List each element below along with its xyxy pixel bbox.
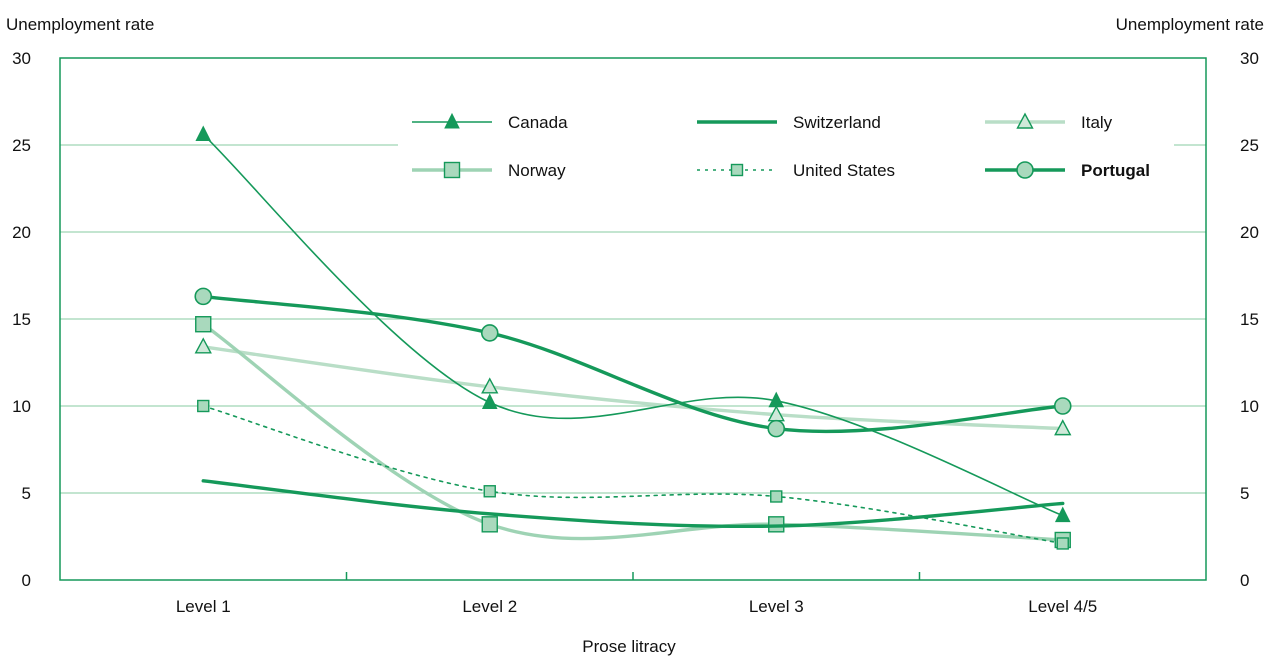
data-point xyxy=(1054,506,1071,523)
series-switzerland xyxy=(201,479,1065,529)
legend-label: Switzerland xyxy=(793,113,881,132)
legend-box xyxy=(398,95,1174,195)
legend-label: Italy xyxy=(1081,113,1113,132)
series-lines xyxy=(194,125,1072,550)
series-line xyxy=(201,322,1065,542)
legend-marker xyxy=(1016,161,1034,179)
legend-marker xyxy=(443,161,461,179)
y-tick-label-right: 20 xyxy=(1240,223,1259,242)
legend-item: United States xyxy=(697,161,895,180)
series-line xyxy=(201,479,1065,529)
series-united-states xyxy=(197,399,1069,550)
y-tick-label-left: 5 xyxy=(22,484,31,503)
data-point xyxy=(197,399,210,413)
y-tick-label-left: 25 xyxy=(12,136,31,155)
series-canada xyxy=(195,125,1071,523)
x-tick-label: Level 4/5 xyxy=(1028,597,1097,616)
legend-item: Portugal xyxy=(985,161,1150,180)
gridlines xyxy=(60,144,1206,494)
data-point xyxy=(481,393,498,410)
x-tick-label: Level 2 xyxy=(462,597,517,616)
data-point xyxy=(770,490,783,503)
legend: Canada Switzerland Italy Norway United State… xyxy=(398,95,1174,195)
series-line xyxy=(201,345,1065,431)
data-point xyxy=(195,125,212,142)
data-point xyxy=(483,485,496,498)
legend-marker xyxy=(444,112,460,129)
y-axis-label-left: Unemployment rate xyxy=(6,15,154,34)
data-point xyxy=(1056,537,1069,550)
series-line xyxy=(202,405,1064,545)
data-point xyxy=(195,316,212,333)
data-point xyxy=(481,377,499,394)
data-point xyxy=(767,419,786,438)
y-tick-label-right: 10 xyxy=(1240,397,1259,416)
data-point xyxy=(481,516,498,533)
legend-label: United States xyxy=(793,161,895,180)
y-tick-label-right: 30 xyxy=(1240,49,1259,68)
y-tick-label-right: 25 xyxy=(1240,136,1259,155)
series-line xyxy=(201,294,1065,434)
data-point xyxy=(768,391,785,408)
legend-marker xyxy=(730,163,744,177)
series-line xyxy=(202,133,1064,517)
y-tick-label-left: 15 xyxy=(12,310,31,329)
series-italy xyxy=(194,337,1072,436)
legend-item: Canada xyxy=(412,112,568,132)
axis-ticks: 0 0 5 5 10 10 15 15 20 20 25 25 30 30 Level 1 Level 2 Le… xyxy=(12,49,1259,616)
series-norway xyxy=(195,316,1071,549)
y-tick-label-left: 20 xyxy=(12,223,31,242)
legend-item: Italy xyxy=(985,112,1113,132)
data-point xyxy=(1053,397,1072,415)
y-tick-label-right: 15 xyxy=(1240,310,1259,329)
y-tick-label-left: 0 xyxy=(22,571,31,590)
legend-label: Portugal xyxy=(1081,161,1150,180)
x-axis-label: Prose litracy xyxy=(582,637,676,656)
legend-label: Canada xyxy=(508,113,568,132)
y-axis-label-right: Unemployment rate xyxy=(1116,15,1264,34)
data-point xyxy=(1054,419,1072,436)
y-tick-label-left: 10 xyxy=(12,397,31,416)
y-tick-label-left: 30 xyxy=(12,49,31,68)
x-tick-label: Level 3 xyxy=(749,597,804,616)
legend-item: Norway xyxy=(412,161,566,180)
legend-item: Switzerland xyxy=(697,113,881,132)
y-tick-label-right: 0 xyxy=(1240,571,1249,590)
x-tick-label: Level 1 xyxy=(176,597,231,616)
data-point xyxy=(194,287,213,306)
legend-label: Norway xyxy=(508,161,566,180)
series-portugal xyxy=(194,287,1072,438)
data-point xyxy=(194,337,212,354)
legend-marker xyxy=(1016,112,1034,129)
data-point xyxy=(480,324,499,342)
y-tick-label-right: 5 xyxy=(1240,484,1249,503)
